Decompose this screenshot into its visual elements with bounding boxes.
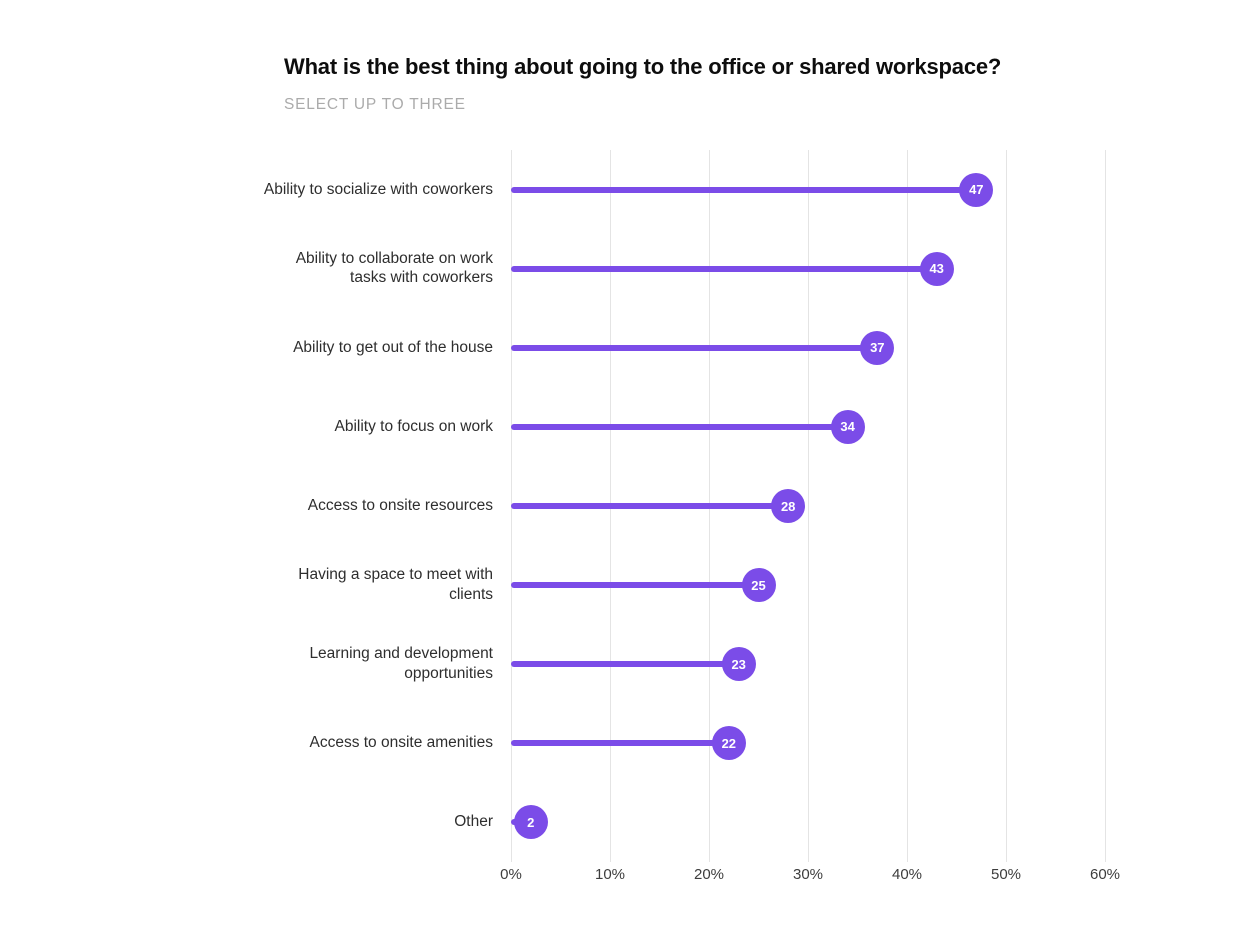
marker-value: 47 (969, 182, 984, 198)
marker-value: 28 (780, 498, 796, 514)
x-tick-label: 40% (891, 866, 923, 883)
category-label: Access to onsite resources (307, 497, 493, 515)
category-label: Ability to get out of the house (293, 338, 493, 356)
lollipop-stem (511, 661, 739, 668)
marker-value: 25 (751, 577, 766, 593)
lollipop-marker: 43 (919, 251, 954, 286)
lollipop-marker: 2 (513, 805, 548, 840)
lollipop-stem (511, 740, 729, 747)
lollipop-stem (511, 503, 789, 509)
category-label: Having a space to meet with clients (298, 566, 493, 604)
x-gridline (808, 150, 809, 862)
lollipop-marker: 47 (959, 172, 994, 207)
lollipop-marker: 34 (830, 409, 865, 444)
lollipop-marker: 23 (721, 647, 756, 682)
x-gridline (1105, 150, 1106, 862)
marker-value: 37 (870, 340, 885, 356)
x-tick-label: 10% (594, 866, 626, 883)
lollipop-marker: 37 (860, 330, 895, 365)
marker-value: 22 (721, 735, 737, 751)
marker-value: 23 (731, 656, 746, 672)
x-tick-label: 30% (792, 866, 824, 883)
lollipop-stem (511, 582, 759, 589)
lollipop-marker: 22 (711, 726, 746, 761)
lollipop-stem (511, 344, 878, 351)
lollipop-stem (511, 186, 977, 193)
chart-subtitle: SELECT UP TO THREE (284, 96, 466, 113)
category-label: Learning and development opportunities (309, 645, 493, 683)
chart-title: What is the best thing about going to th… (284, 54, 1002, 79)
marker-value: 43 (929, 261, 944, 277)
x-tick-label: 20% (693, 866, 725, 883)
marker-value: 2 (527, 814, 535, 830)
category-label: Ability to focus on work (334, 417, 493, 435)
category-label: Ability to collaborate on work tasks wit… (295, 249, 493, 287)
x-tick-label: 50% (990, 866, 1022, 883)
category-label: Ability to socialize with coworkers (263, 180, 493, 198)
x-gridline (1006, 150, 1007, 862)
lollipop-stem (511, 265, 937, 272)
category-label: Access to onsite amenities (309, 734, 493, 752)
category-label: Other (454, 813, 493, 831)
lollipop-marker: 28 (771, 489, 806, 523)
x-tick-label: 60% (1089, 866, 1121, 883)
lollipop-marker: 25 (741, 568, 776, 603)
lollipop-stem (511, 423, 848, 430)
x-gridline (907, 150, 908, 862)
x-tick-label: 0% (500, 866, 522, 883)
marker-value: 34 (840, 419, 855, 435)
